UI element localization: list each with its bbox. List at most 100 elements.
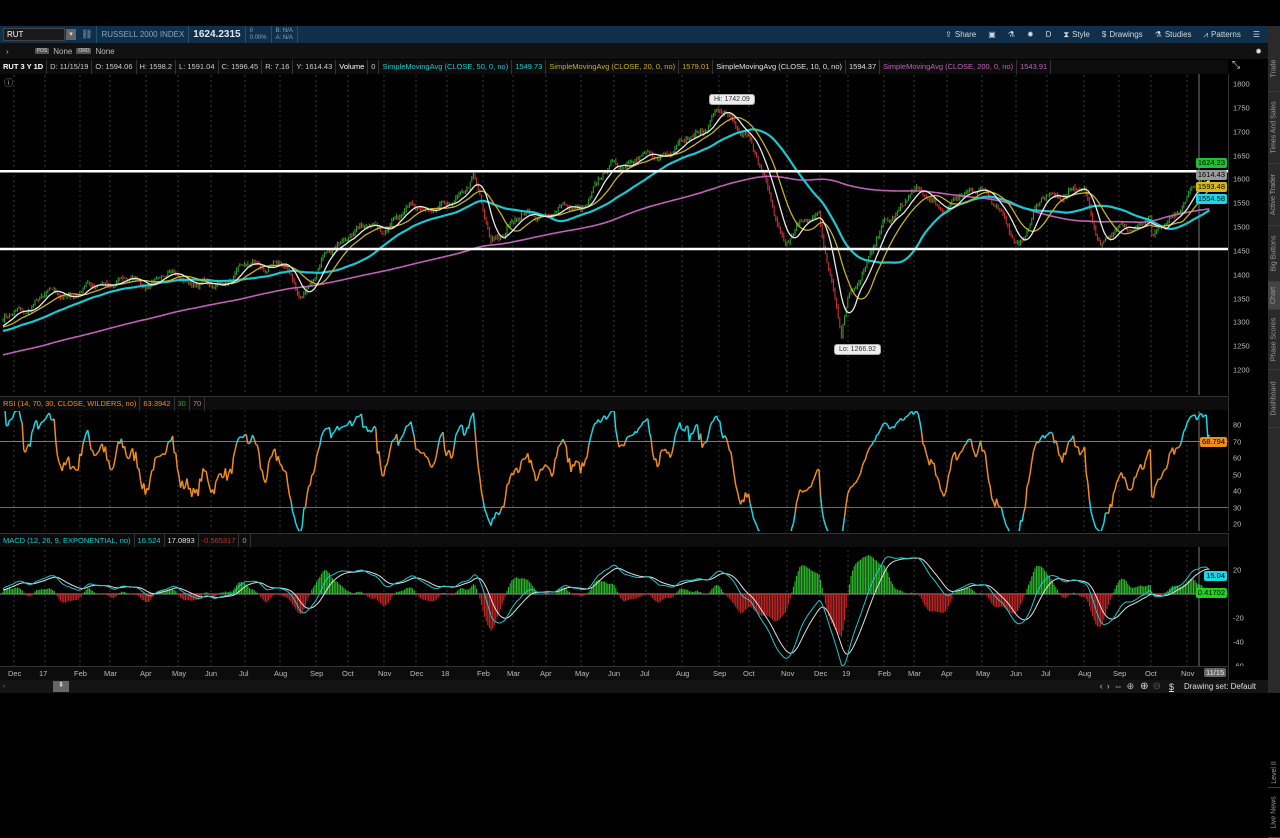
rsi-segment bbox=[437, 446, 439, 455]
sidebar-tab-phase-scores[interactable]: Phase Scores bbox=[1268, 310, 1280, 370]
sidebar-tab-label: Live News bbox=[1271, 796, 1278, 828]
rsi-segment bbox=[1001, 507, 1003, 515]
scroll-left-icon[interactable]: ‹ bbox=[3, 684, 5, 690]
macd-value: 16.524 bbox=[135, 534, 165, 548]
ord-badge: ORD bbox=[76, 48, 91, 54]
macd-tick: 20 bbox=[1233, 566, 1241, 575]
rsi-segment bbox=[1179, 444, 1181, 447]
zoom-in-icon[interactable]: ⊕ bbox=[1140, 681, 1148, 692]
rsi-segment bbox=[616, 430, 618, 439]
info-icon[interactable]: ⓘ bbox=[4, 76, 13, 89]
rsi-segment bbox=[1131, 488, 1133, 491]
rsi-segment bbox=[637, 429, 639, 433]
rsi-chart[interactable] bbox=[0, 411, 1228, 531]
sidebar-tab-times-and-sales[interactable]: Times And Sales bbox=[1268, 92, 1280, 164]
patterns-button[interactable]: ⩘Patterns bbox=[1204, 30, 1241, 40]
sidebar-tab-active-trader[interactable]: Active Trader bbox=[1268, 164, 1280, 226]
macd-chart[interactable] bbox=[0, 547, 1228, 666]
rsi-segment bbox=[504, 497, 506, 507]
rsi-segment bbox=[977, 447, 979, 454]
scroll-handle[interactable]: ⇞ bbox=[53, 681, 69, 692]
macd-study-label[interactable]: MACD (12, 26, 9, EXPONENTIAL, no) bbox=[0, 534, 135, 548]
rsi-segment bbox=[1169, 452, 1171, 454]
rsi-segment bbox=[558, 445, 560, 447]
rsi-segment bbox=[963, 445, 965, 449]
rsi-segment bbox=[333, 432, 335, 433]
chart-id[interactable]: RUT 3 Y 1D bbox=[0, 60, 47, 74]
sidebar-tab-live-news[interactable]: Live News bbox=[1268, 788, 1280, 838]
rsi-segment bbox=[46, 415, 48, 418]
rsi-segment bbox=[310, 475, 312, 485]
style-button[interactable]: ⧗Style bbox=[1063, 30, 1089, 40]
time-tick: Feb bbox=[74, 669, 87, 678]
rsi-tick: 70 bbox=[1233, 437, 1241, 446]
chevron-down-icon[interactable]: ▾ bbox=[66, 29, 76, 40]
share-button[interactable]: ⇪Share bbox=[945, 30, 976, 39]
rsi-segment bbox=[432, 465, 434, 468]
rsi-segment bbox=[278, 456, 280, 464]
sma200-label[interactable]: SimpleMovingAvg (CLOSE, 200, 0, no) bbox=[880, 60, 1017, 74]
rsi-study-label[interactable]: RSI (14, 70, 30, CLOSE, WILDERS, no) bbox=[0, 397, 140, 411]
rsi-segment bbox=[557, 447, 559, 457]
rsi-segment bbox=[905, 417, 907, 418]
rsi-segment bbox=[11, 418, 13, 420]
sma10-label[interactable]: SimpleMovingAvg (CLOSE, 10, 0, no) bbox=[713, 60, 846, 74]
sma20-label[interactable]: SimpleMovingAvg (CLOSE, 20, 0, no) bbox=[546, 60, 679, 74]
rsi-segment bbox=[889, 428, 891, 429]
sidebar-tab-dashboard[interactable]: Dashboard bbox=[1268, 370, 1280, 428]
rsi-segment bbox=[1051, 433, 1053, 434]
rsi-segment bbox=[525, 457, 527, 459]
screenshot-icon[interactable]: ▣ bbox=[988, 30, 996, 39]
rsi-segment bbox=[440, 435, 442, 438]
rsi-segment bbox=[606, 417, 608, 419]
time-tick: 19 bbox=[842, 669, 850, 678]
rsi-segment bbox=[640, 425, 642, 427]
settings-gear-icon[interactable]: ✹ bbox=[1255, 47, 1262, 56]
rsi-segment bbox=[1150, 449, 1152, 496]
zoom-controls[interactable]: ‹›⇔⊕ bbox=[1100, 681, 1139, 692]
sma50-label[interactable]: SimpleMovingAvg (CLOSE, 50, 0, no) bbox=[379, 60, 512, 74]
rsi-segment bbox=[1206, 415, 1208, 437]
rsi-segment bbox=[1101, 528, 1103, 531]
expand-icon[interactable]: › bbox=[6, 47, 9, 56]
macd-axis[interactable]: 20-20-40-6015.040.41702 bbox=[1228, 533, 1268, 666]
volume-label[interactable]: Volume bbox=[336, 60, 368, 74]
rsi-segment bbox=[9, 420, 11, 421]
drawing-set-icon[interactable]: $ bbox=[1169, 682, 1174, 692]
rsi-segment bbox=[270, 456, 272, 457]
sidebar-tab-big-buttons[interactable]: Big Buttons bbox=[1268, 226, 1280, 282]
symbol-input[interactable]: RUT▾ bbox=[3, 28, 65, 41]
menu-icon[interactable]: ☰ bbox=[1253, 30, 1260, 39]
rsi-segment bbox=[670, 454, 672, 458]
rsi-segment bbox=[446, 452, 448, 456]
sidebar-tab-level-ii[interactable]: Level II bbox=[1268, 758, 1280, 788]
price-chart[interactable] bbox=[0, 74, 1228, 395]
sidebar-tab-chart[interactable]: Chart bbox=[1268, 282, 1280, 310]
zoom-out-icon[interactable]: ⊖ bbox=[1153, 681, 1161, 692]
rsi-segment bbox=[886, 423, 888, 425]
rsi-segment bbox=[117, 442, 119, 450]
rsi-segment bbox=[477, 450, 479, 467]
collapse-icon[interactable]: ⤡ bbox=[1232, 60, 1240, 71]
rsi-segment bbox=[469, 419, 471, 428]
rsi-segment bbox=[411, 422, 413, 430]
time-tick: Aug bbox=[1078, 669, 1091, 678]
studies-button[interactable]: ⚗Studies bbox=[1155, 30, 1192, 39]
period-button[interactable]: D bbox=[1046, 30, 1052, 39]
rsi-segment bbox=[38, 426, 40, 430]
drawing-set-label[interactable]: Drawing set: Default bbox=[1184, 682, 1256, 691]
gear-icon[interactable]: ✹ bbox=[1027, 30, 1034, 39]
rsi-segment bbox=[249, 440, 251, 443]
rsi-segment bbox=[1198, 415, 1200, 418]
link-icon[interactable]: ⛓ bbox=[81, 29, 92, 40]
rsi-segment bbox=[985, 454, 987, 468]
sidebar-tab-trade[interactable]: Trade bbox=[1268, 46, 1280, 92]
flask-icon[interactable]: ⚗ bbox=[1008, 30, 1015, 39]
rsi-segment bbox=[797, 497, 799, 503]
rsi-segment bbox=[1088, 482, 1090, 499]
drawings-button[interactable]: $Drawings bbox=[1102, 30, 1143, 39]
rsi-segment bbox=[1176, 448, 1178, 449]
